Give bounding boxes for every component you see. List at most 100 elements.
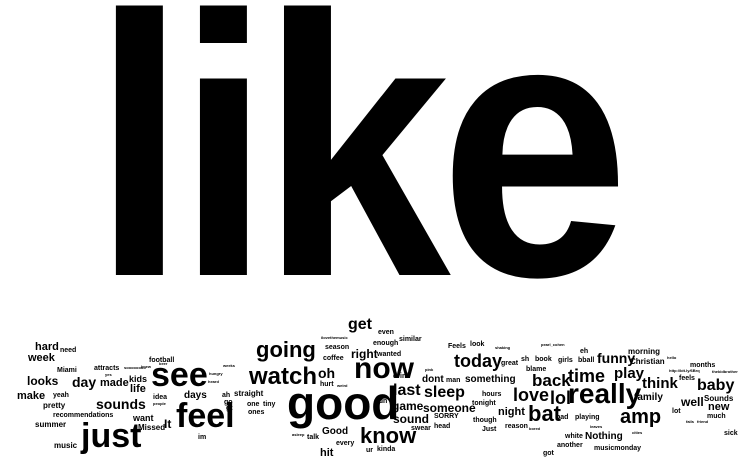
word-got: got (543, 450, 554, 457)
word-right: right (351, 347, 378, 361)
word-playing: playing (575, 414, 600, 421)
word-looks: looks (27, 374, 59, 388)
tiny-word: yes (105, 372, 112, 377)
tiny-word: shaking (495, 345, 511, 350)
tiny-word: thekidbrother (712, 369, 738, 374)
word-musicmonday: musicmonday (594, 445, 642, 452)
word-every: every (336, 440, 355, 447)
word-like: like (92, 0, 630, 354)
word-music: music (54, 441, 78, 450)
word-sleep: sleep (424, 384, 465, 401)
word-now: now (354, 352, 414, 385)
word-want: want (133, 413, 154, 423)
word-ah: ah (222, 392, 231, 399)
word-another: another (557, 442, 583, 449)
word-girls: girls (558, 357, 573, 364)
word-last: last (393, 382, 421, 399)
word-It: It (164, 417, 172, 431)
word-one: one (247, 401, 260, 408)
word-blame: blame (526, 366, 547, 373)
word-bball: bball (578, 357, 595, 364)
tiny-word: people (153, 401, 166, 406)
word-hard: hard (35, 341, 59, 353)
word-Miami: Miami (57, 367, 77, 374)
word-go: go (224, 399, 233, 406)
word-book: book (535, 356, 552, 363)
word-think: think (642, 375, 678, 392)
word-idea: idea (153, 394, 168, 401)
tiny-word: hungry (209, 371, 223, 376)
tiny-word: ilovethemusic (321, 335, 348, 340)
word-feel: feel (176, 397, 235, 435)
word-sounds: sounds (96, 396, 146, 412)
word-going: going (256, 337, 316, 362)
word-lol: lol (550, 388, 571, 408)
word-recommendations: recommendations (53, 412, 114, 419)
word-gt: gt (226, 405, 233, 412)
word-man: man (446, 377, 461, 384)
word-day: day (72, 374, 97, 390)
word-season: season (325, 344, 350, 351)
word-much: much (707, 413, 726, 420)
tiny-word: hello (667, 355, 677, 360)
word-funny: funny (597, 350, 636, 366)
word-really: really (568, 378, 642, 409)
word-sh: sh (521, 356, 530, 363)
word-head: head (434, 423, 451, 430)
tiny-word: asleep (292, 432, 305, 437)
tiny-word: heard (208, 379, 219, 384)
word-even: even (378, 329, 394, 336)
word-feels: feels (679, 375, 695, 382)
word-baby: baby (697, 377, 735, 394)
word-see: see (151, 356, 208, 394)
word-attracts: attracts (94, 365, 120, 372)
tiny-word: pearl_cohen (541, 342, 565, 347)
word-play: play (614, 365, 645, 382)
word-Nothing: Nothing (585, 431, 623, 442)
word-kinda: kinda (377, 446, 396, 453)
word-get: get (348, 316, 372, 333)
tiny-word: fails (686, 419, 695, 424)
word-time: time (568, 366, 606, 386)
tiny-word: leaves (590, 424, 603, 429)
word-kids: kids (129, 374, 148, 384)
word-morning: morning (628, 347, 660, 356)
word-months: months (690, 362, 716, 369)
word-tiny: tiny (263, 401, 276, 408)
word-days: days (184, 390, 207, 401)
word-SORRY: SORRY (434, 413, 459, 420)
word-oh: oh (318, 365, 336, 381)
word-ur: ur (366, 447, 373, 454)
word-just: just (81, 417, 142, 455)
tiny-word: pink (425, 367, 434, 372)
word-bat: bat (528, 401, 561, 426)
word-Missed: Missed (138, 423, 166, 432)
word-sick: sick (724, 430, 738, 437)
word-summer: summer (35, 420, 67, 429)
word-white: white (565, 433, 583, 440)
word-know: know (360, 423, 417, 448)
word-make: make (17, 390, 46, 402)
word-tonight: tonight (472, 400, 496, 407)
word-hours: hours (482, 391, 502, 398)
word-back: back (532, 371, 571, 390)
word-hurt: hurt (320, 381, 334, 388)
tiny-word: http://bit.ly/6Brq (669, 368, 700, 373)
word-pretty: pretty (43, 401, 66, 410)
word-someone: someone (423, 401, 476, 415)
word-bad: bad (556, 414, 569, 421)
word-great: great (501, 360, 519, 367)
word-need: need (60, 347, 77, 354)
word-though: though (473, 417, 497, 424)
word-good: good (287, 377, 400, 429)
word-Good: Good (322, 426, 349, 437)
word-life: life (130, 383, 146, 395)
tiny-word: knew (141, 364, 152, 369)
word-yeah: yeah (53, 392, 69, 399)
word-something: something (465, 374, 516, 385)
word-week: week (28, 352, 55, 364)
word-love: love (513, 385, 550, 405)
tiny-word: beer (159, 361, 168, 366)
word-Sounds: Sounds (704, 394, 734, 403)
